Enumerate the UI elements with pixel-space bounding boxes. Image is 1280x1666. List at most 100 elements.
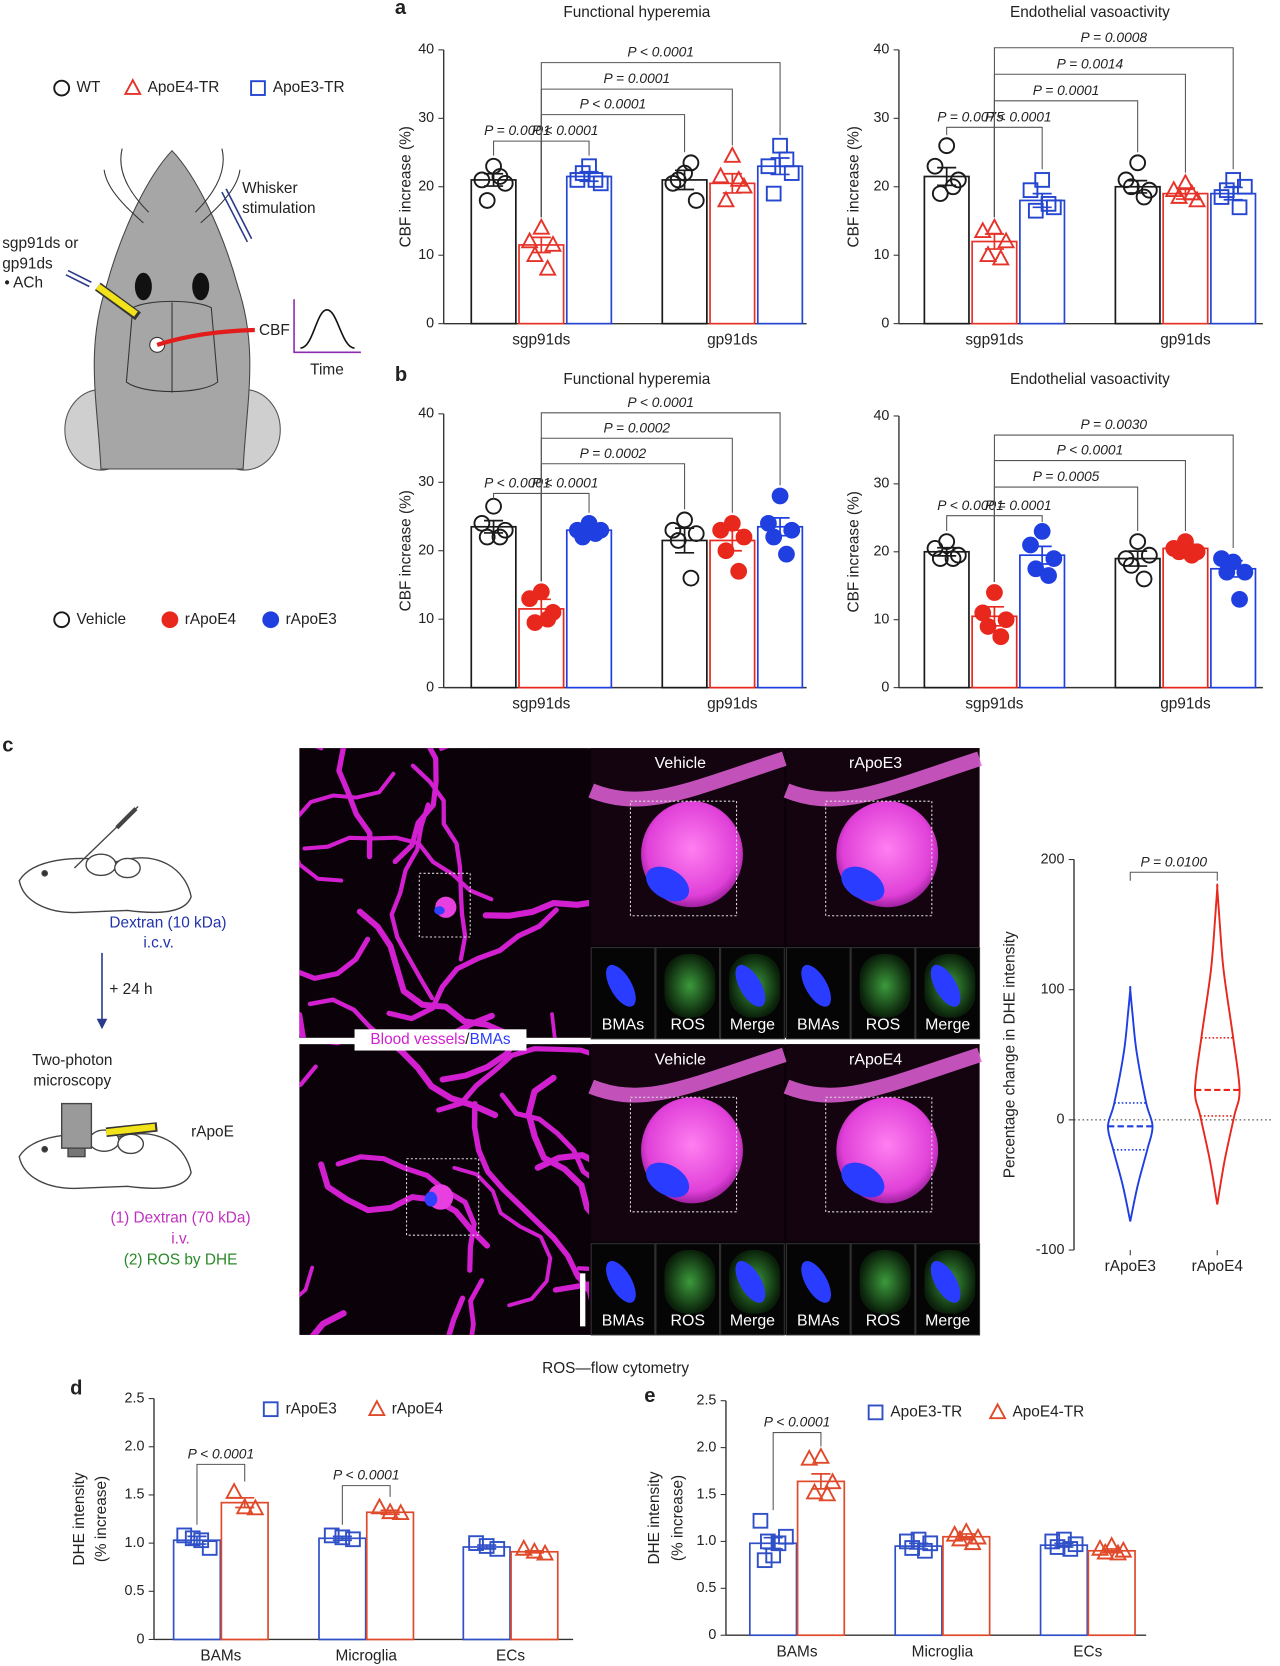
bar <box>565 175 613 325</box>
y-tick-label: 10 <box>418 611 434 627</box>
point <box>262 1401 279 1418</box>
bar <box>318 1537 367 1641</box>
point <box>1045 199 1062 216</box>
bar <box>1114 557 1161 689</box>
significance-bracket <box>540 62 781 218</box>
bar <box>462 1546 511 1641</box>
diagram-label: Time <box>310 361 344 378</box>
microscopy-images: Vehicle BMAs ROS Merge rApoE3 BMAs ROS Merge Veh… <box>299 748 982 1336</box>
y-tick-label: 2.5 <box>696 1392 716 1408</box>
point <box>926 157 944 175</box>
p-value: P = 0.0001 <box>985 498 1052 513</box>
point <box>1218 182 1235 199</box>
point <box>1237 178 1253 195</box>
p-value: P = 0.0001 <box>484 123 551 138</box>
point <box>246 1498 265 1516</box>
point <box>1022 182 1039 199</box>
point <box>161 611 179 629</box>
point <box>525 1541 544 1559</box>
diagram-label: sgp91ds or <box>2 235 78 252</box>
point <box>489 1541 506 1557</box>
p-value: P = 0.0075 <box>937 109 1004 124</box>
point <box>1034 172 1051 188</box>
point <box>931 550 949 567</box>
point <box>823 1472 842 1490</box>
vessel <box>389 802 435 1001</box>
y-tick-label: 20 <box>418 179 434 195</box>
legend-label: ApoE3-TR <box>273 79 345 96</box>
vessel <box>392 748 439 865</box>
vessel <box>783 751 982 807</box>
bar <box>518 244 565 325</box>
vessel <box>439 1044 517 1083</box>
point <box>225 1482 244 1499</box>
ros-signal <box>859 1250 911 1314</box>
legend-label: Vehicle <box>77 611 127 628</box>
point <box>1096 1542 1115 1560</box>
bar <box>923 550 970 689</box>
y-tick-label: 1.0 <box>696 1533 716 1549</box>
point <box>778 545 795 563</box>
point <box>944 178 962 196</box>
p-value: P < 0.0001 <box>580 97 647 112</box>
point <box>676 511 693 529</box>
point <box>772 137 788 154</box>
x-tick-label: sgp91ds <box>965 332 1023 349</box>
point <box>988 1402 1007 1420</box>
point <box>664 521 682 539</box>
point <box>669 532 687 549</box>
p-value: P = 0.0001 <box>1033 83 1100 98</box>
ros-signal <box>664 1250 716 1314</box>
heading: ROS—flow cytometry <box>542 1360 689 1377</box>
legend-label: rApoE3 <box>286 611 337 628</box>
y-axis-title: (% increase) <box>669 1475 686 1561</box>
point <box>1236 563 1254 581</box>
zoom-box <box>825 1096 933 1213</box>
bar <box>1210 192 1257 325</box>
p-value: P = 0.0002 <box>604 420 671 435</box>
y-tick-label: 0 <box>426 679 434 695</box>
y-tick-label: 10 <box>873 611 889 627</box>
y-tick-label: 100 <box>1041 981 1065 997</box>
legend-label: rApoE4 <box>185 611 237 628</box>
bma <box>841 866 885 902</box>
y-axis-title: (% increase) <box>93 1476 110 1562</box>
legend-label: ApoE4-TR <box>148 79 220 96</box>
channel-label: Merge <box>925 1016 970 1033</box>
point <box>997 611 1015 629</box>
vessel <box>318 1161 491 1249</box>
diagram-label: i.v. <box>171 1230 190 1247</box>
point <box>201 1540 218 1556</box>
point <box>1218 563 1236 581</box>
point <box>391 1503 410 1521</box>
point <box>485 497 502 515</box>
p-value: P < 0.0001 <box>532 476 599 491</box>
x-tick-label: Microglia <box>912 1643 974 1660</box>
legend-label: ApoE4-TR <box>1012 1403 1084 1420</box>
point <box>973 221 992 239</box>
bar <box>1162 547 1209 689</box>
point <box>491 528 509 546</box>
x-tick-label: sgp91ds <box>512 696 570 713</box>
y-tick-label: -100 <box>1036 1242 1065 1258</box>
point <box>1044 1533 1061 1550</box>
mouse-head-diagram <box>64 148 361 471</box>
point <box>539 610 557 628</box>
point <box>805 1482 824 1500</box>
vessel <box>386 907 559 1022</box>
point <box>521 590 539 608</box>
point <box>53 79 71 97</box>
point <box>682 154 700 172</box>
point <box>525 245 544 262</box>
p-value: P < 0.0001 <box>1057 443 1124 458</box>
point <box>986 584 1003 601</box>
point <box>765 528 783 546</box>
bar <box>709 539 756 689</box>
vessel <box>336 748 373 860</box>
y-tick-label: 2.0 <box>125 1439 145 1455</box>
point <box>1182 183 1201 201</box>
diagram-label: Two-photon <box>32 1052 112 1069</box>
image-label: rApoE4 <box>849 1051 902 1068</box>
bar <box>470 525 517 689</box>
bar <box>796 1480 846 1637</box>
